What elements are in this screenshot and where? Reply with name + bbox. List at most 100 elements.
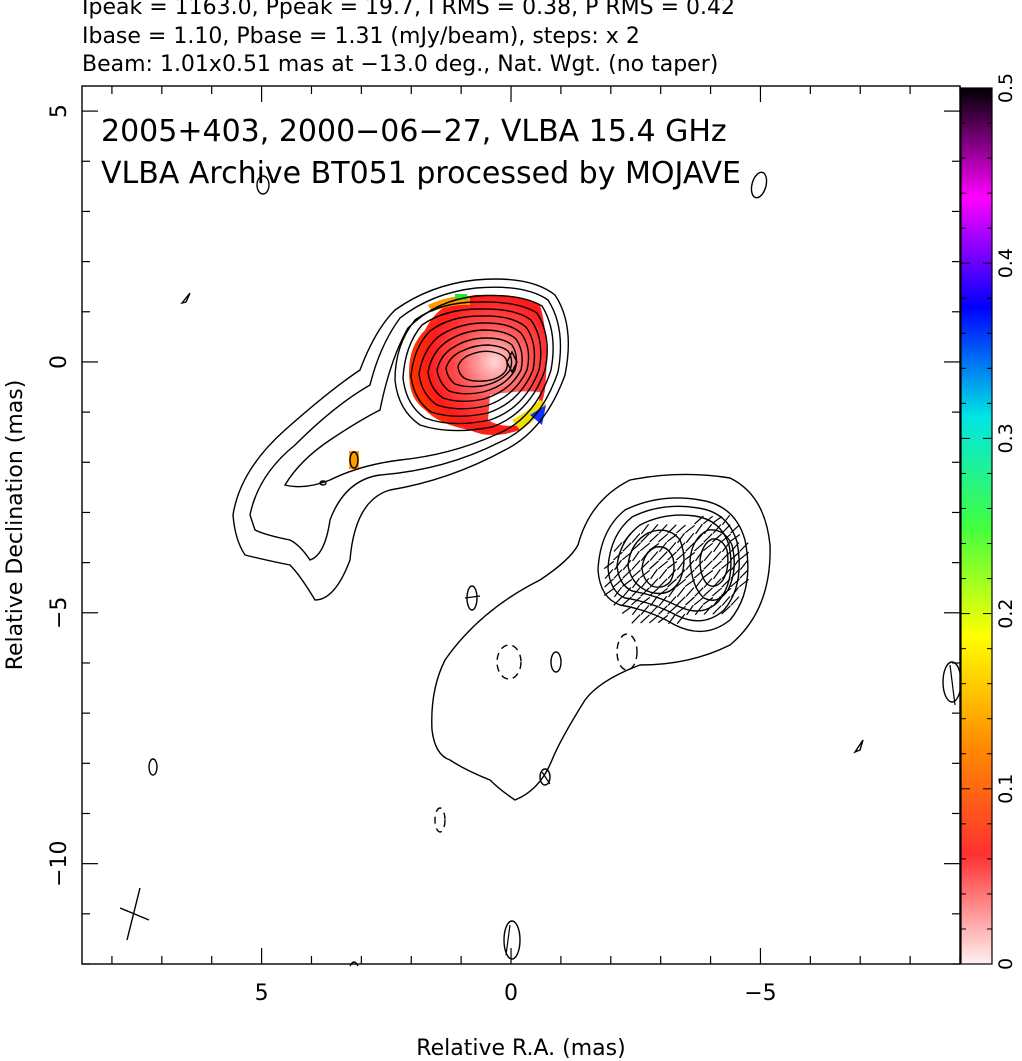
evpa-tick	[730, 596, 740, 606]
evpa-tick	[739, 569, 749, 579]
contour-outer-1	[232, 278, 569, 601]
evpa-tick	[695, 523, 703, 535]
evpa-tick	[738, 578, 750, 588]
evpa-tick	[650, 595, 658, 607]
evpa-tick	[694, 569, 704, 579]
y-tick-label: 5	[47, 104, 72, 118]
evpa-tick	[667, 578, 677, 588]
contour-outer-3	[283, 294, 554, 488]
evpa-tick	[730, 578, 740, 588]
pol-edge-blue	[530, 405, 546, 425]
colorbar-tick-labels: 0 0.1 0.2 0.3 0.4 0.5	[995, 73, 1017, 970]
x-tick-label: −5	[744, 981, 776, 1006]
evpa-tick	[676, 559, 686, 571]
evpa-tick	[676, 586, 686, 598]
contour-south-5a	[627, 529, 685, 595]
evpa-tick	[685, 542, 695, 552]
contour-south-outer	[431, 473, 771, 801]
evpa-tick	[657, 614, 669, 624]
evpa-tick	[631, 614, 641, 624]
evpa-tick	[640, 533, 650, 543]
plot-frame	[81, 85, 961, 965]
evpa-tick	[658, 578, 668, 588]
evpa-tick	[694, 542, 704, 552]
contour-island-11	[853, 739, 864, 754]
evpa-tick	[667, 569, 677, 579]
evpa-tick	[658, 595, 668, 607]
evpa-tick	[702, 569, 714, 579]
evpa-tick	[703, 523, 713, 535]
contour-core-5	[427, 329, 523, 402]
evpa-tick	[694, 533, 704, 543]
evpa-tick	[640, 560, 650, 570]
beam-minor-axis	[119, 907, 150, 921]
evpa-tick	[675, 578, 687, 588]
evpa-tick	[613, 596, 623, 606]
evpa-tick	[603, 560, 615, 570]
evpa-tick	[613, 586, 623, 598]
contour-core-3	[410, 315, 536, 417]
contour-core-7	[445, 344, 513, 388]
evpa-tick	[622, 569, 632, 579]
evpa-tick	[668, 613, 676, 625]
evpa-tick	[603, 588, 615, 596]
evpa-tick	[702, 515, 714, 525]
evpa-tick	[631, 542, 641, 552]
evpa-tick	[621, 551, 633, 561]
evpa-tick	[738, 551, 750, 561]
evpa-tick	[631, 560, 641, 570]
tick-island-1	[464, 595, 481, 599]
x-tick-labels: 5 0 −5	[255, 981, 777, 1006]
evpa-tick	[712, 605, 722, 615]
evpa-tick	[631, 604, 641, 616]
evpa-tick	[685, 596, 695, 606]
evpa-tick	[676, 596, 686, 606]
evpa-tick	[731, 586, 739, 598]
evpa-tick	[721, 578, 731, 588]
evpa-tick	[721, 514, 731, 526]
annotation-line-2: VLBA Archive BT051 processed by MOJAVE	[101, 156, 741, 191]
evpa-tick	[702, 597, 714, 605]
neg-contour-3	[434, 807, 446, 833]
x-tick-label: 0	[504, 981, 518, 1006]
evpa-tick	[713, 568, 721, 580]
contour-core-8	[457, 350, 508, 382]
evpa-tick	[631, 569, 641, 579]
evpa-tick	[730, 542, 740, 552]
annotation-line-1: 2005+403, 2000−06−27, VLBA 15.4 GHz	[101, 114, 727, 149]
pol-blob-orange	[349, 451, 359, 469]
evpa-tick	[703, 578, 713, 588]
evpa-tick	[658, 524, 668, 534]
contour-island-8	[148, 758, 158, 776]
contour-south-6a	[641, 546, 675, 589]
contour-south-6b	[699, 538, 729, 587]
evpa-tick	[658, 533, 668, 543]
evpa-tick	[640, 523, 650, 535]
evpa-tick	[631, 596, 641, 606]
evpa-tick	[694, 515, 704, 525]
evpa-tick	[604, 578, 614, 588]
contour-island-13	[349, 961, 359, 967]
evpa-tick	[632, 550, 640, 562]
evpa-tick	[640, 577, 650, 589]
evpa-tick	[713, 541, 721, 553]
evpa-tick	[622, 559, 632, 571]
evpa-tick	[604, 569, 614, 579]
negative-contours	[434, 633, 638, 833]
evpa-tick	[649, 587, 659, 597]
evpa-tick	[640, 550, 650, 562]
evpa-tick	[667, 596, 677, 606]
evpa-tick	[685, 569, 695, 579]
evpa-tick	[649, 533, 659, 543]
evpa-tick	[684, 524, 696, 534]
evpa-tick	[666, 561, 678, 569]
evpa-tick	[712, 578, 722, 588]
evpa-tick	[730, 524, 740, 534]
evpa-tick	[658, 568, 668, 580]
evpa-tick	[622, 596, 632, 606]
evpa-tick	[694, 587, 704, 597]
evpa-tick	[667, 605, 677, 615]
evpa-tick	[658, 605, 668, 615]
evpa-tick	[720, 587, 732, 597]
